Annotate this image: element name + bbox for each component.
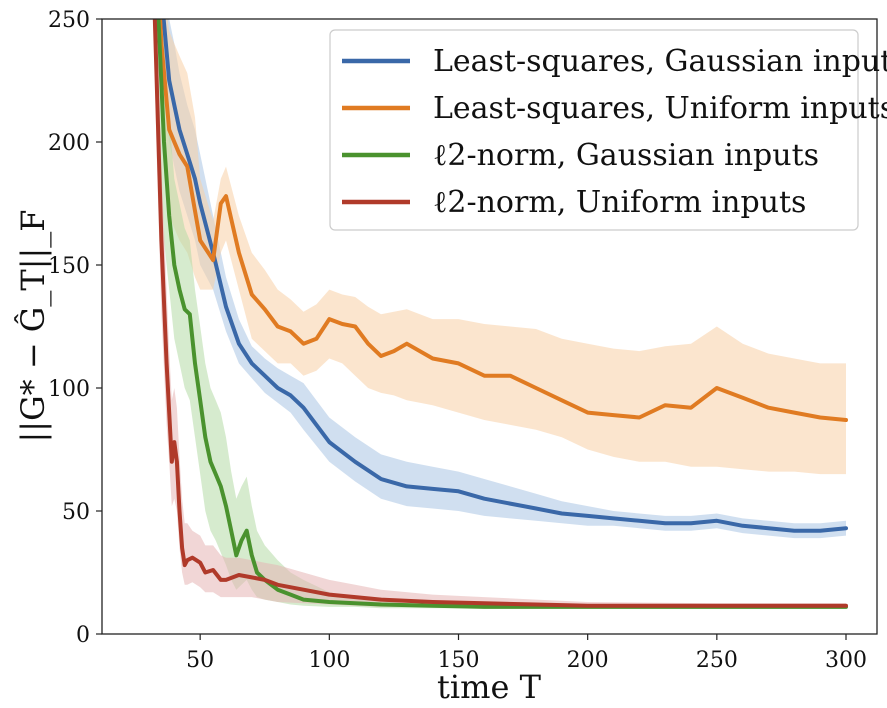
legend-label: ℓ2-norm, Uniform inputs [433, 185, 806, 220]
legend-label: ℓ2-norm, Gaussian inputs [433, 138, 819, 173]
x-tick-label: 150 [438, 648, 480, 673]
y-tick-label: 50 [62, 500, 90, 525]
band-least-squares-uniform-inputs [157, 19, 846, 475]
x-tick-label: 50 [186, 648, 214, 673]
x-tick-label: 250 [696, 648, 738, 673]
series-lines [152, 19, 848, 609]
y-axis-title: ||G* − Ĝ_T||_F [14, 210, 52, 443]
y-tick-label: 200 [48, 131, 90, 156]
x-tick-label: 200 [567, 648, 609, 673]
line-least-squares-uniform-inputs [158, 19, 848, 422]
plot-frame [101, 18, 878, 635]
legend-frame [329, 29, 859, 231]
confidence-bands [153, 19, 846, 609]
x-tick-label: 100 [308, 648, 350, 673]
line-2-norm-uniform-inputs [152, 19, 848, 608]
legend-label: Least-squares, Gaussian inputs [433, 44, 887, 79]
y-axis-ticks: 0 50 100 150 200 250 [48, 8, 102, 648]
y-tick-label: 250 [48, 8, 90, 33]
legend: Least-squares, Gaussian inputs Least-squa… [329, 29, 887, 231]
line-2-norm-gaussian-inputs [156, 19, 848, 609]
x-axis-title: time T [437, 668, 542, 706]
x-axis-ticks: 50 100 150 200 250 300 [186, 634, 867, 673]
y-tick-label: 150 [48, 254, 90, 279]
legend-label: Least-squares, Uniform inputs [433, 91, 887, 126]
line-least-squares-gaussian-inputs [161, 19, 848, 533]
y-tick-label: 0 [76, 623, 90, 648]
x-tick-label: 300 [825, 648, 867, 673]
y-tick-label: 100 [48, 377, 90, 402]
band-2-norm-gaussian-inputs [154, 19, 846, 609]
